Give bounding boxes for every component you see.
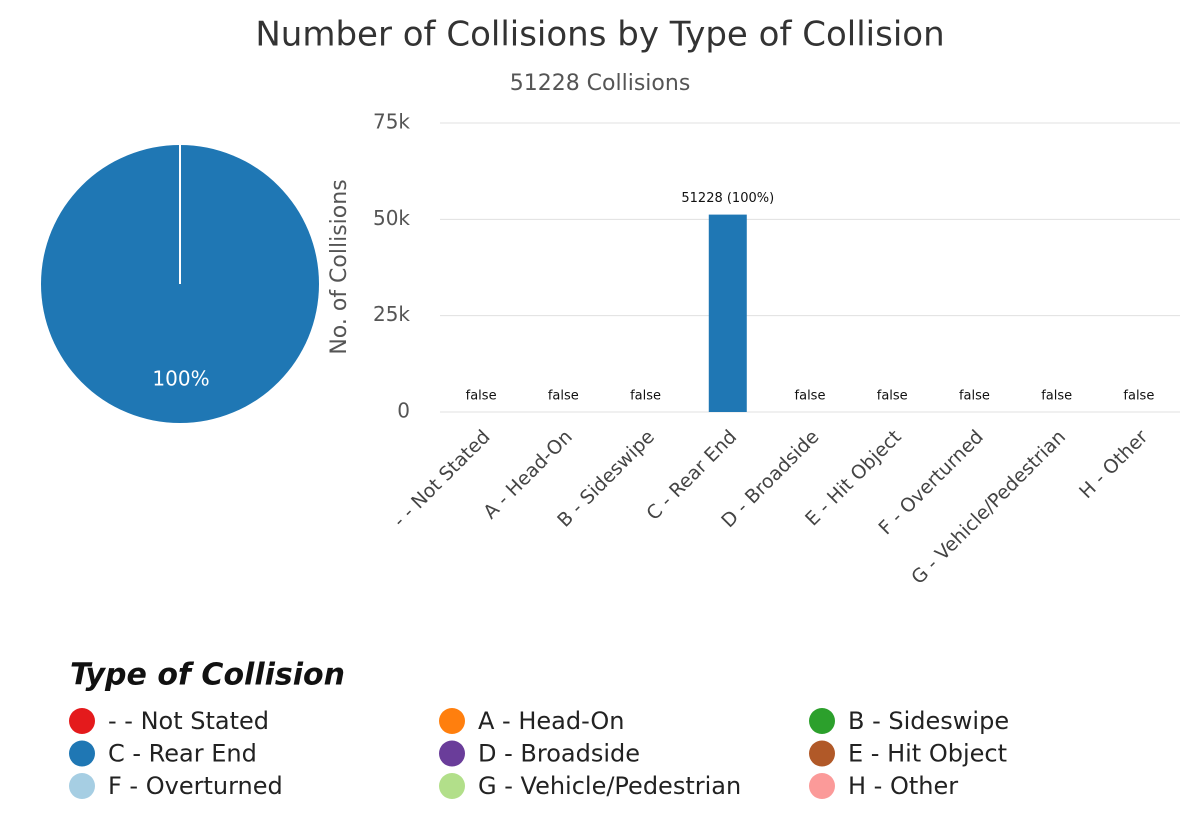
legend-marker	[809, 740, 835, 767]
bar	[708, 214, 747, 412]
legend-label: C - Rear End	[108, 740, 257, 768]
chart-title: Number of Collisions by Type of Collisio…	[255, 15, 944, 55]
y-tick-label: 0	[397, 399, 410, 423]
legend-label: D - Broadside	[478, 740, 640, 768]
legend-label: A - Head-On	[478, 707, 625, 735]
legend-marker	[439, 740, 465, 767]
data-label: false	[630, 389, 661, 404]
legend-title: Type of Collision	[70, 658, 345, 693]
data-label: false	[466, 389, 497, 404]
legend-label: G - Vehicle/Pedestrian	[478, 772, 741, 800]
x-tick-label: - - Not Stated	[389, 426, 495, 532]
legend-marker	[69, 708, 95, 734]
legend-marker	[69, 773, 95, 799]
data-label: false	[877, 389, 908, 404]
legend-marker	[809, 773, 835, 799]
legend-label: H - Other	[848, 772, 958, 800]
data-label: false	[548, 389, 579, 404]
legend-marker	[439, 773, 465, 799]
legend-marker	[809, 708, 835, 734]
legend-marker	[69, 740, 95, 767]
data-label: false	[1123, 389, 1154, 404]
y-tick-label: 75k	[373, 110, 410, 134]
y-tick-label: 25k	[373, 302, 410, 326]
legend-marker	[439, 708, 465, 734]
chart-subtitle: 51228 Collisions	[510, 71, 691, 96]
y-tick-label: 50k	[373, 206, 410, 230]
x-tick-label: G - Vehicle/Pedestrian	[907, 426, 1070, 589]
legend-label: F - Overturned	[108, 772, 283, 800]
data-label: false	[795, 389, 826, 404]
legend-label: E - Hit Object	[848, 740, 1007, 768]
data-label: false	[1041, 389, 1072, 404]
data-label: 51228 (100%)	[681, 191, 774, 206]
data-label: false	[959, 389, 990, 404]
legend-label: B - Sideswipe	[848, 707, 1009, 735]
pie-label: 100%	[152, 367, 209, 391]
y-axis-title: No. of Collisions	[327, 179, 352, 354]
x-tick-label: H - Other	[1075, 426, 1152, 503]
legend-label: - - Not Stated	[108, 707, 269, 735]
